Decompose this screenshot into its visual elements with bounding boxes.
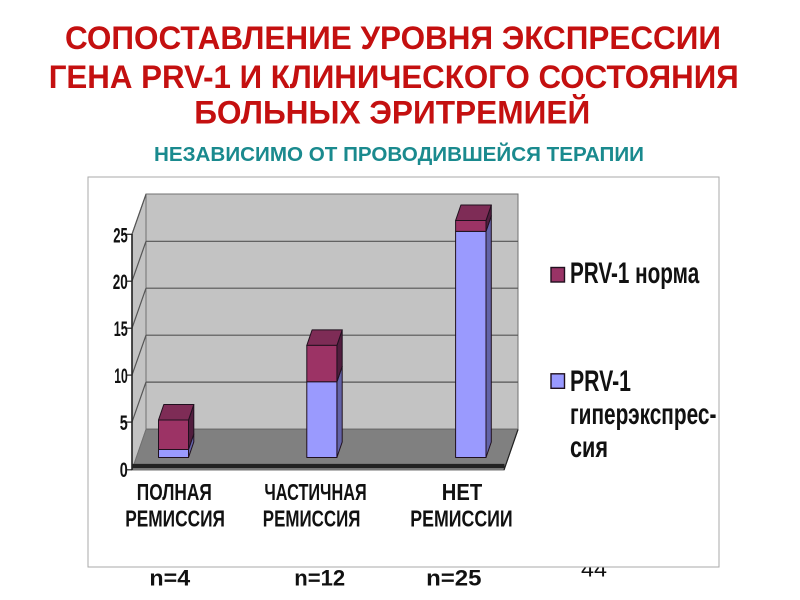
svg-text:гиперэкспрес-: гиперэкспрес- [570,398,716,431]
svg-text:БОЛЬНЫХ ЭРИТРЕМИЕЙ: БОЛЬНЫХ ЭРИТРЕМИЕЙ [194,92,590,130]
svg-text:СОПОСТАВЛЕНИЕ УРОВНЯ ЭКСПРЕССИ: СОПОСТАВЛЕНИЕ УРОВНЯ ЭКСПРЕССИИ [65,19,721,56]
svg-text:ЧАСТИЧНАЯ: ЧАСТИЧНАЯ [264,479,366,505]
svg-text:ГЕНА PRV-1 И КЛИНИЧЕСКОГО СОСТ: ГЕНА PRV-1 И КЛИНИЧЕСКОГО СОСТОЯНИЯ [49,58,739,95]
svg-text:РЕМИССИИ: РЕМИССИИ [410,505,512,531]
svg-text:15: 15 [114,318,128,341]
svg-text:ПОЛНАЯ: ПОЛНАЯ [137,479,212,505]
svg-text:5: 5 [120,412,128,435]
svg-text:n=4: n=4 [149,566,190,591]
svg-text:РЕМИССИЯ: РЕМИССИЯ [125,505,225,531]
svg-text:n=12: n=12 [294,566,345,591]
svg-text:25: 25 [113,224,128,247]
svg-text:НЕТ: НЕТ [442,479,482,505]
svg-text:20: 20 [113,271,128,294]
svg-text:сия: сия [570,431,608,464]
svg-text:НЕЗАВИСИМО ОТ ПРОВОДИВШЕЙСЯ ТЕ: НЕЗАВИСИМО ОТ ПРОВОДИВШЕЙСЯ ТЕРАПИИ [154,142,644,166]
svg-text:10: 10 [114,365,128,388]
svg-text:PRV-1: PRV-1 [570,365,631,398]
svg-text:n=25: n=25 [426,566,481,591]
svg-text:РЕМИССИЯ: РЕМИССИЯ [263,505,361,531]
svg-text:0: 0 [120,459,128,482]
svg-text:PRV-1 норма: PRV-1 норма [570,257,699,290]
